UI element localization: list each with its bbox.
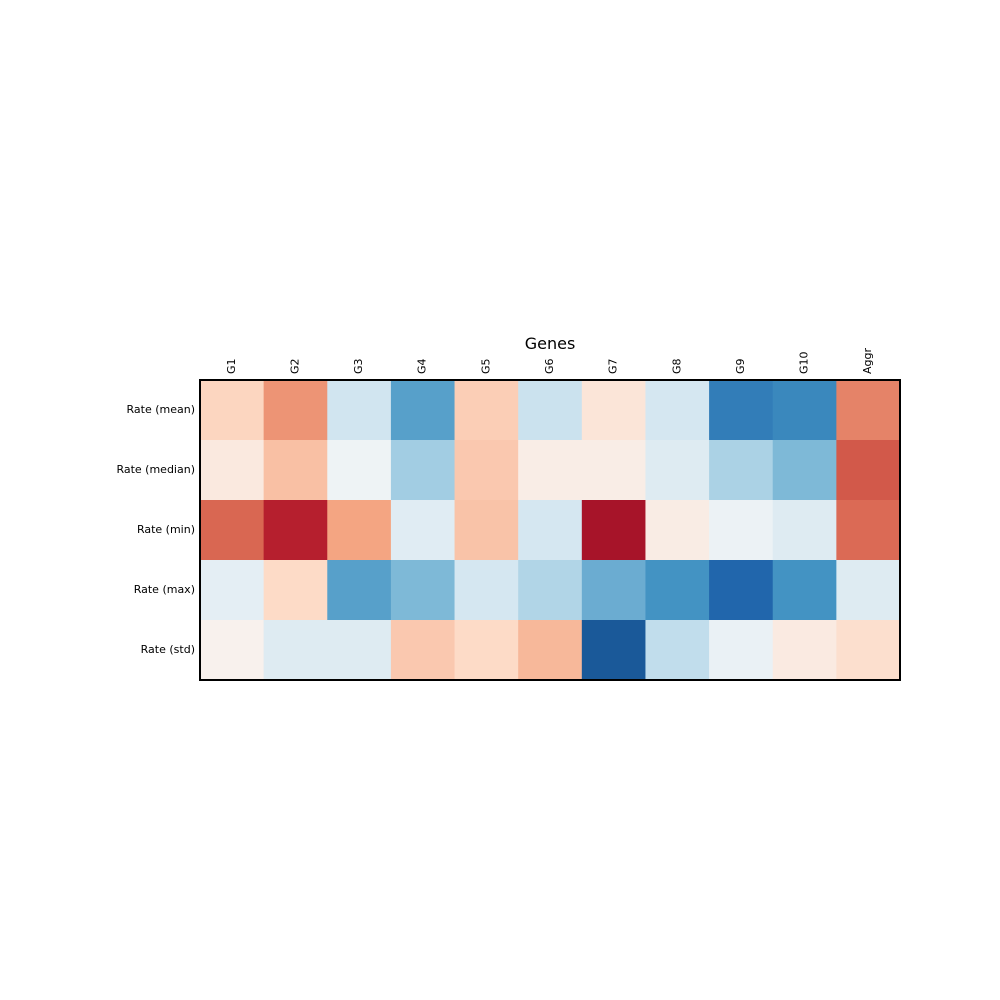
chart-title: Genes — [525, 334, 576, 353]
heatmap-cell — [390, 560, 456, 621]
heatmap-cell — [709, 440, 774, 501]
heatmap-cell — [709, 500, 774, 561]
heatmap-cell — [200, 500, 265, 561]
heatmap-cell — [709, 560, 774, 621]
row-labels: Rate (mean) Rate (median) Rate (min) Rate (… — [116, 403, 195, 656]
column-tick-label: G5 — [479, 358, 492, 374]
heatmap-cell — [263, 380, 328, 441]
heatmap-cell — [200, 560, 265, 621]
row-tick-label: Rate (mean) — [127, 403, 196, 416]
heatmap-cell — [836, 440, 901, 501]
heatmap-cell — [454, 560, 519, 621]
heatmap-cell — [772, 440, 837, 501]
plot-frame — [199, 379, 901, 681]
heatmap-cell — [772, 560, 837, 621]
heatmap-cell — [581, 500, 646, 561]
heatmap-cell — [836, 380, 901, 441]
heatmap-cell — [518, 560, 583, 621]
heatmap-cell — [518, 500, 583, 561]
heatmap-cell — [645, 560, 710, 621]
heatmap-cell — [454, 620, 519, 681]
column-tick-label: G6 — [543, 358, 556, 374]
heatmap-cell — [581, 620, 646, 681]
heatmap-cell — [518, 440, 583, 501]
heatmap-cell — [263, 440, 328, 501]
heatmap-cell — [390, 440, 456, 501]
heatmap-cell — [454, 380, 519, 441]
column-tick-label: G1 — [225, 358, 238, 374]
heatmap-cell — [772, 620, 837, 681]
heatmap-cell — [581, 560, 646, 621]
heatmap-cell — [772, 500, 837, 561]
heatmap-cell — [263, 560, 328, 621]
column-tick-label: G7 — [607, 358, 620, 374]
heatmap-cell — [327, 620, 392, 681]
row-tick-label: Rate (min) — [137, 523, 195, 536]
heatmap-cell — [200, 440, 265, 501]
heatmap-cell — [390, 380, 456, 441]
heatmap-cell — [645, 620, 710, 681]
heatmap-cell — [390, 620, 456, 681]
heatmap-cell — [327, 560, 392, 621]
heatmap-cell — [709, 620, 774, 681]
column-tick-label: G3 — [352, 358, 365, 374]
heatmap-cell — [645, 500, 710, 561]
heatmap-cell — [645, 440, 710, 501]
column-tick-label: G10 — [798, 351, 811, 374]
column-tick-label: G9 — [734, 358, 747, 374]
heatmap-cell — [454, 440, 519, 501]
heatmap-cell — [836, 560, 901, 621]
heatmap-cell — [772, 380, 837, 441]
heatmap-cell — [518, 380, 583, 441]
column-tick-label: G2 — [288, 358, 301, 374]
heatmap-cell — [518, 620, 583, 681]
heatmap-cell — [836, 500, 901, 561]
heatmap-cell — [645, 380, 710, 441]
heatmap-cell — [709, 380, 774, 441]
heatmap-cell — [327, 500, 392, 561]
row-tick-label: Rate (max) — [134, 583, 195, 596]
heatmap-cell — [581, 380, 646, 441]
heatmap-cell — [200, 620, 265, 681]
heatmap-cells — [200, 380, 901, 681]
heatmap-cell — [327, 380, 392, 441]
heatmap-cell — [327, 440, 392, 501]
heatmap-cell — [581, 440, 646, 501]
heatmap-cell — [836, 620, 901, 681]
column-tick-label: Aggr — [861, 348, 874, 374]
column-tick-label: G4 — [416, 358, 429, 374]
row-tick-label: Rate (std) — [141, 643, 195, 656]
heatmap-cell — [454, 500, 519, 561]
heatmap-cell — [263, 500, 328, 561]
row-tick-label: Rate (median) — [116, 463, 195, 476]
column-tick-label: G8 — [670, 358, 683, 374]
heatmap-cell — [200, 380, 265, 441]
heatmap-cell — [263, 620, 328, 681]
heatmap-cell — [390, 500, 456, 561]
column-labels: G1 G2 G3 G4 G5 G6 G7 G8 G9 G10 Aggr — [225, 348, 874, 374]
